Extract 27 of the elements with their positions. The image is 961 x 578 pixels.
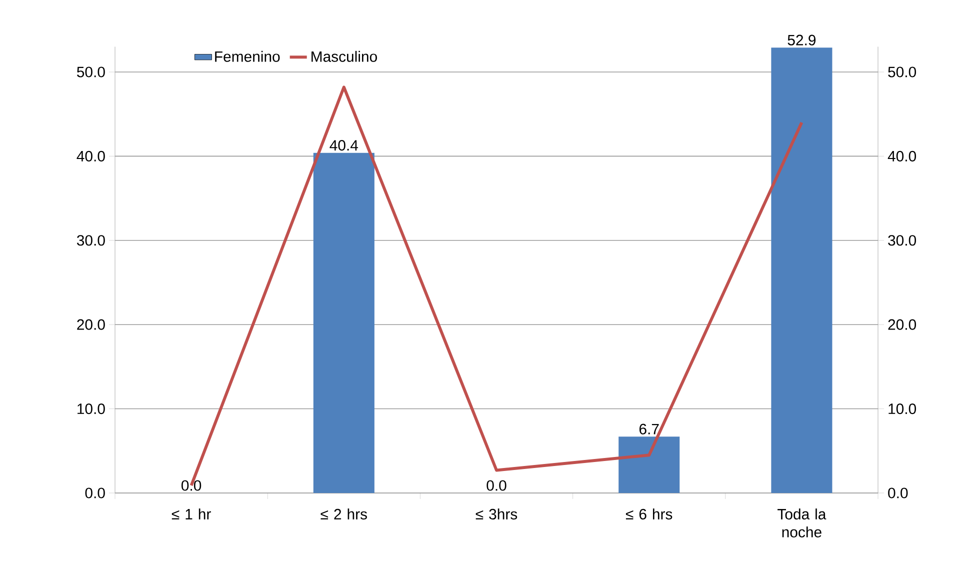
legend-label: Femenino [215,50,280,62]
x-tick-label: ≤ 1 hr [172,508,211,520]
y-tick-label: 40.0 [76,150,105,162]
bar [313,152,374,493]
y-tick-label: 20.0 [77,319,105,330]
data-label: 40.4 [330,140,358,151]
x-tick-label: Toda la noche [778,508,826,538]
y2-tick-label: 0.0 [888,488,908,498]
bar [618,436,680,493]
x-tick-label: ≤ 2 hrs [320,508,367,520]
data-label: 0.0 [182,480,202,491]
x-tick-label: ≤ 3hrs [476,508,518,520]
y2-tick-label: 50.0 [888,66,916,78]
data-label: 0.0 [486,480,506,491]
y-tick-label: 0.0 [85,488,105,498]
y2-tick-label: 30.0 [888,235,916,246]
y-tick-label: 30.0 [76,235,105,246]
y2-tick-label: 10.0 [888,403,916,414]
legend-label: Masculino [312,50,377,62]
bar [771,48,832,493]
x-tick-label: ≤ 6 hrs [626,508,672,520]
data-label: 52.9 [788,34,816,46]
y-tick-label: 50.0 [77,66,105,78]
y2-tick-label: 20.0 [888,319,916,330]
y2-tick-label: 40.0 [888,150,916,162]
data-label: 6.7 [639,424,659,434]
y-tick-label: 10.0 [78,403,105,414]
